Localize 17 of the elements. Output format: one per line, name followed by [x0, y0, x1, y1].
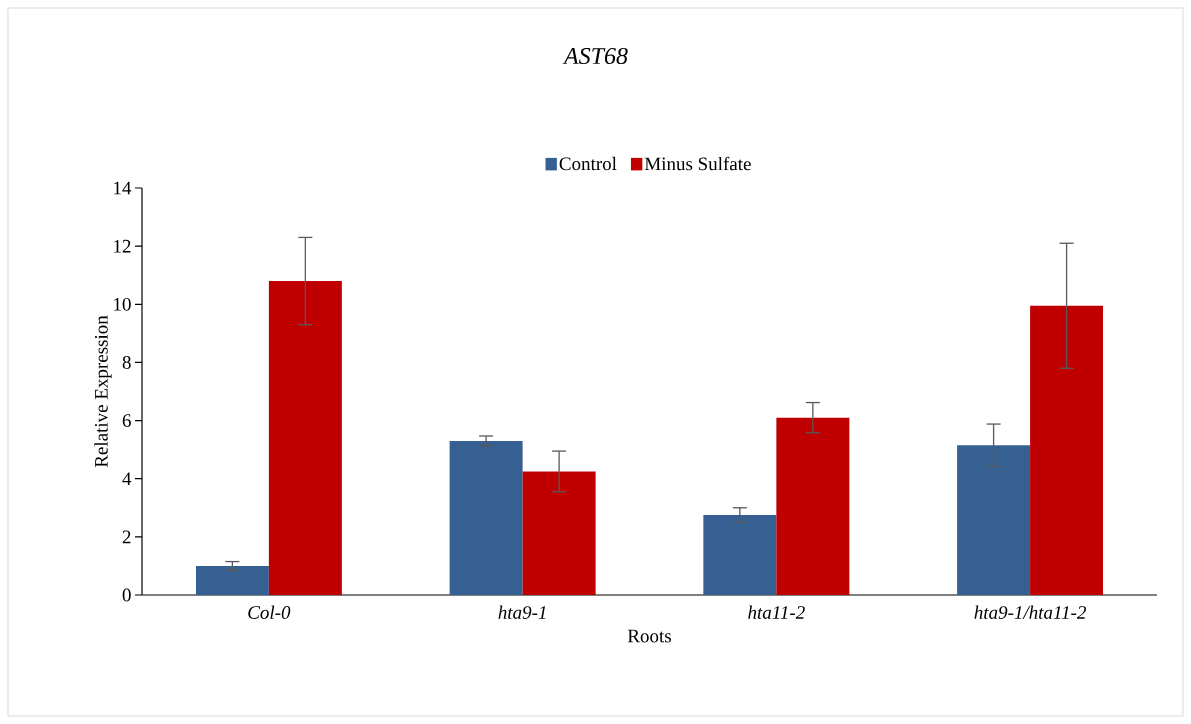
- y-tick-label: 2: [122, 530, 131, 544]
- legend-label: Control: [559, 156, 617, 171]
- x-tick-label: hta9-1/hta11-2: [974, 605, 1086, 619]
- x-tick-label: hta11-2: [748, 605, 805, 619]
- y-tick-label: 4: [122, 472, 132, 485]
- chart-title: AST68: [562, 47, 628, 65]
- x-tick-label: Col-0: [248, 605, 291, 619]
- y-axis-title: Relative Expression: [94, 315, 112, 468]
- y-tick-label: 0: [122, 588, 131, 602]
- x-axis-title: Roots: [627, 629, 671, 643]
- y-tick-label: 6: [122, 414, 131, 427]
- y-tick-label: 14: [114, 181, 132, 195]
- x-tick-label: hta9-1: [498, 605, 546, 619]
- y-tick-label: 12: [114, 239, 131, 253]
- y-tick-label: 10: [114, 297, 131, 311]
- y-tick-label: 8: [122, 356, 131, 369]
- legend-label: Minus Sulfate: [644, 156, 751, 171]
